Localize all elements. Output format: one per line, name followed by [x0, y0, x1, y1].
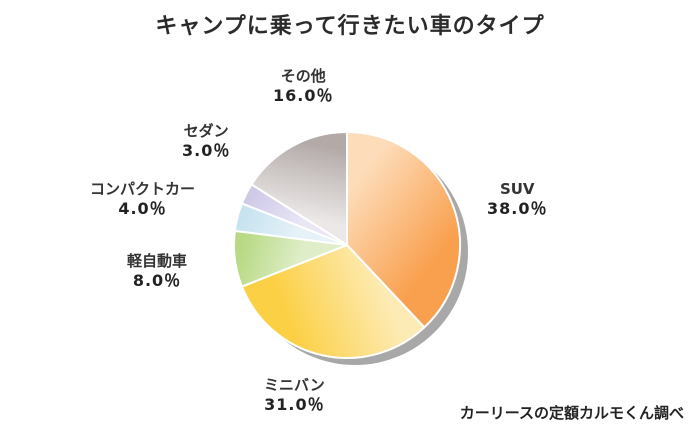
label-other: その他 16.0％: [273, 67, 333, 106]
pie-slices: [233, 131, 461, 359]
slice-value-kei: 8.0％: [132, 270, 182, 290]
label-compact: コンパクトカー 4.0％: [90, 180, 195, 219]
slice-name-minivan: ミニバン: [264, 376, 325, 394]
pie-slice-0: [346, 131, 461, 329]
slice-name-kei: 軽自動車: [127, 252, 188, 270]
pie-slice-5: [250, 131, 348, 246]
slice-value-compact: 4.0％: [118, 198, 167, 218]
slice-value-minivan: 31.0％: [264, 394, 325, 414]
slice-value-sedan: 3.0％: [182, 140, 231, 160]
label-suv: SUV 38.0％: [487, 180, 547, 219]
label-sedan: セダン 3.0％: [182, 122, 230, 161]
slice-value-suv: 38.0％: [487, 198, 548, 218]
slice-name-sedan: セダン: [183, 122, 229, 140]
slice-value-other: 16.0％: [273, 85, 334, 105]
slice-name-other: その他: [280, 67, 326, 85]
slice-name-compact: コンパクトカー: [90, 180, 196, 198]
pie-slice-1: [240, 244, 426, 359]
source-note: カーリースの定額カルモくん調べ: [459, 404, 684, 422]
label-minivan: ミニバン 31.0％: [264, 376, 325, 415]
label-kei: 軽自動車 8.0％: [127, 252, 187, 291]
chart-title: キャンプに乗って行きたい車のタイプ: [155, 14, 545, 39]
slice-name-suv: SUV: [499, 180, 535, 198]
